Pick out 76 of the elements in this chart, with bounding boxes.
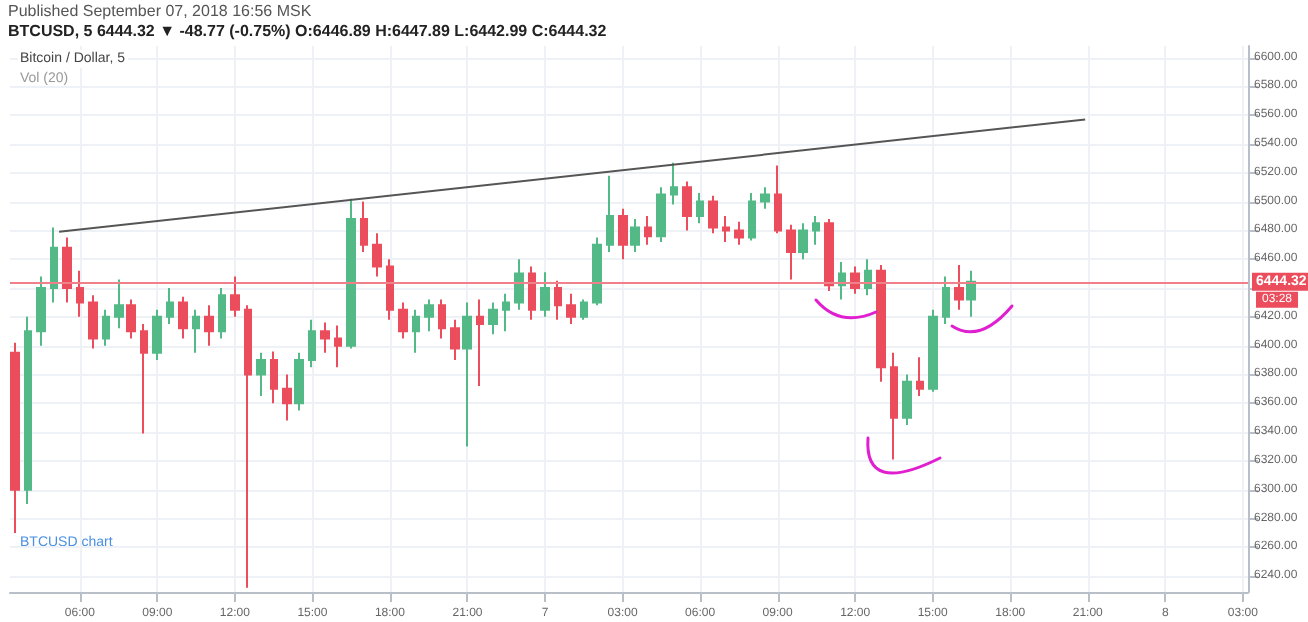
candlestick (876, 263, 886, 383)
candlestick (708, 194, 718, 235)
candlestick (502, 292, 510, 333)
candlestick (282, 373, 292, 422)
candlestick (386, 258, 394, 321)
candlestick (438, 298, 446, 340)
chart-subtitle: BTCUSD, 5 6444.32 ▼ -48.77 (-0.75%) O:6446.89 H:6447.89 L:6442.99 C:6444.32 (8, 22, 607, 40)
candlestick (360, 200, 368, 254)
candlestick (76, 269, 84, 318)
candlestick (178, 295, 188, 340)
candlestick (102, 308, 110, 347)
candlestick (152, 308, 162, 362)
candlestick (696, 191, 704, 225)
candlestick (256, 351, 266, 398)
candlestick (722, 214, 730, 243)
candlestick (50, 226, 58, 304)
candlestick (114, 278, 124, 330)
candlestick (334, 324, 342, 369)
candlestick (88, 294, 98, 350)
candlestick (812, 214, 820, 246)
candlestick (320, 321, 330, 354)
candlestick (398, 301, 408, 340)
candlestick (308, 318, 316, 369)
candlestick (514, 258, 524, 311)
candlestick (346, 197, 356, 350)
candlestick (592, 236, 602, 307)
candlestick (244, 304, 252, 589)
candlestick (62, 236, 72, 304)
candlestick (928, 308, 938, 393)
candlestick (618, 207, 628, 261)
candlestick (412, 308, 420, 354)
candlestick (192, 308, 200, 354)
candlestick (798, 222, 808, 261)
candlestick (126, 298, 136, 340)
candlestick (748, 191, 756, 242)
text: Published September 07, 2018 16:56 MSK (8, 2, 312, 20)
candlestick (488, 301, 498, 336)
candlestick (230, 275, 240, 318)
candlestick (838, 261, 846, 301)
candlestick (916, 356, 924, 398)
candlestick (204, 304, 214, 347)
candlestick (554, 279, 562, 321)
candlestick (760, 186, 770, 210)
candlestick (140, 323, 148, 435)
candlestick (942, 275, 950, 326)
candlestick (24, 315, 32, 506)
candlestick (682, 180, 692, 232)
candlestick (734, 220, 744, 246)
candlestick (424, 298, 434, 333)
candlestick (36, 275, 46, 347)
candlestick (902, 373, 912, 426)
candlestick (864, 258, 872, 297)
candlestick (540, 271, 550, 318)
candlestick (566, 292, 576, 326)
candlestick (670, 161, 678, 206)
candlestick (528, 265, 536, 321)
candlestick (630, 217, 640, 254)
candlestick (166, 287, 174, 326)
candlestick (890, 351, 898, 461)
candlestick (824, 217, 834, 292)
candlestick (954, 263, 964, 311)
candlestick (966, 269, 976, 318)
candlestick (218, 287, 226, 340)
candlestick (270, 350, 278, 405)
candlestick (10, 341, 20, 534)
candlestick (644, 214, 652, 246)
candlestick (786, 223, 796, 281)
candlestick (462, 301, 472, 448)
candlestick (606, 174, 614, 254)
candlestick (294, 351, 304, 412)
candlestick (774, 164, 782, 235)
candlestick (580, 298, 588, 321)
candlestick (656, 186, 666, 243)
candlestick (450, 318, 460, 362)
candlestick (476, 298, 484, 387)
candlestick (372, 232, 382, 278)
